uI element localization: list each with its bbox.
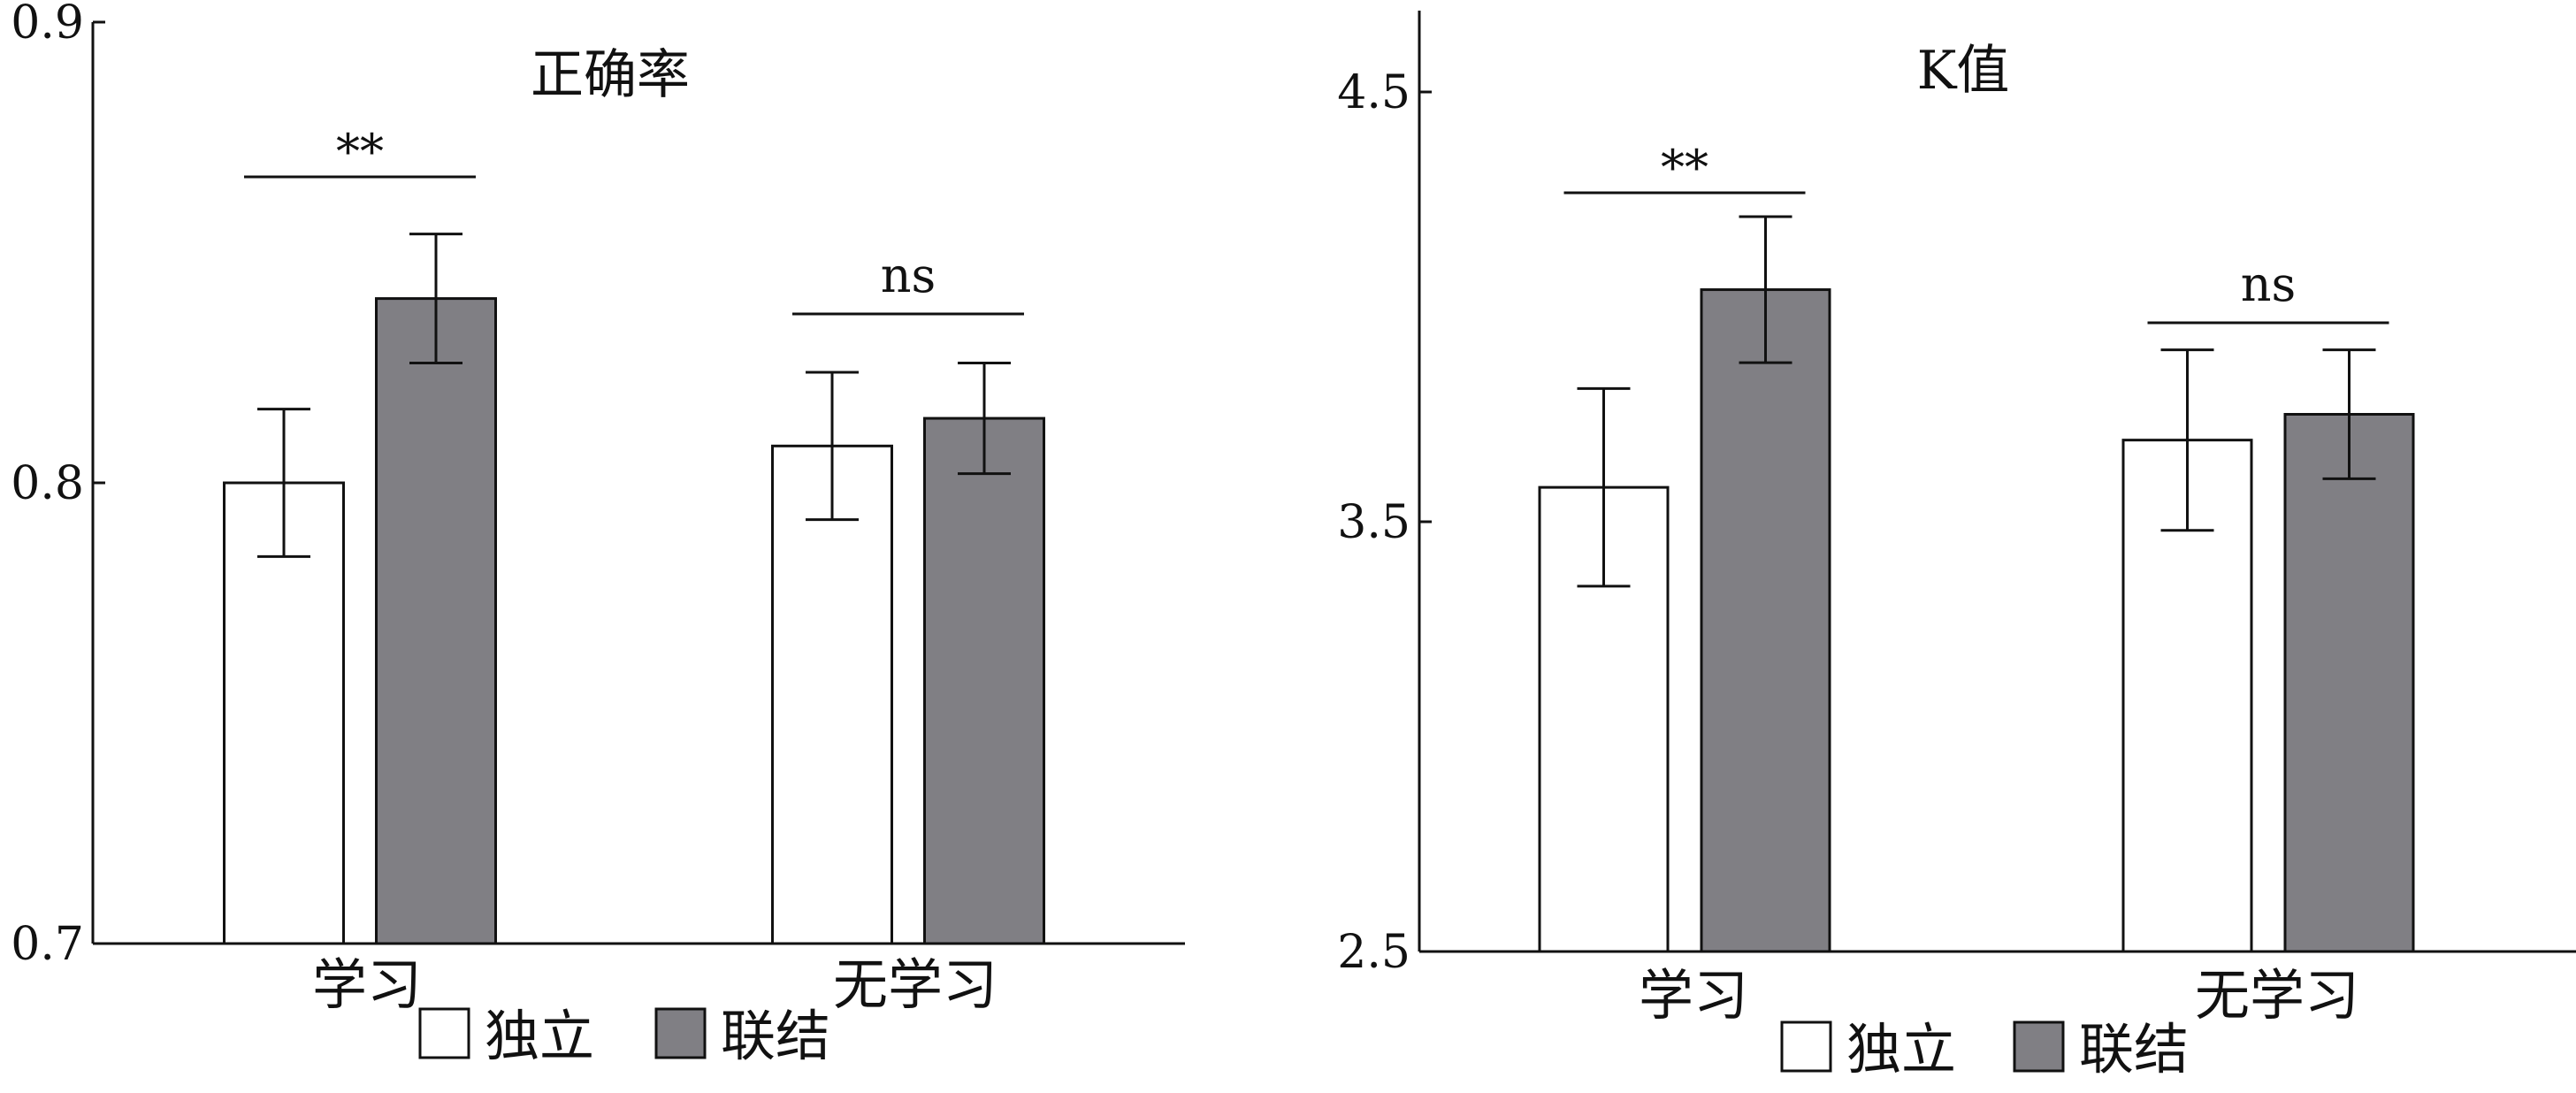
legend-label: 联结 xyxy=(2079,1017,2189,1082)
legend-label: 独立 xyxy=(1846,1017,1956,1082)
legend-swatch-linked xyxy=(654,1007,707,1059)
x-category-label: 无学习 xyxy=(2195,963,2359,1028)
y-tick-label: 0.8 xyxy=(11,457,84,510)
y-tick-label: 2.5 xyxy=(1337,926,1410,979)
legend-label: 独立 xyxy=(485,1004,594,1068)
x-category-label: 学习 xyxy=(312,952,422,1017)
legend: 独立 联结 xyxy=(418,1004,830,1068)
chart-title: 正确率 xyxy=(531,44,690,106)
bar-linked xyxy=(2283,413,2415,953)
bar-linked xyxy=(923,417,1045,945)
legend: 独立 联结 xyxy=(1780,1017,2189,1082)
significance-label: ** xyxy=(336,124,384,180)
x-category-label: 学习 xyxy=(1639,963,1748,1028)
bar-independent xyxy=(223,481,345,945)
bar-linked xyxy=(1700,288,1831,953)
y-tick-label: 0.9 xyxy=(11,0,84,50)
legend-swatch-linked xyxy=(2013,1020,2065,1073)
y-tick-label: 3.5 xyxy=(1337,496,1410,549)
significance-label: ns xyxy=(2241,256,2297,312)
bar-linked xyxy=(375,297,497,945)
significance-label: ns xyxy=(881,248,936,303)
legend-label: 联结 xyxy=(721,1004,830,1068)
chart-title: K值 xyxy=(1917,40,2010,102)
legend-swatch-independent xyxy=(418,1007,470,1059)
legend-swatch-independent xyxy=(1780,1020,1832,1073)
y-tick-label: 0.7 xyxy=(11,918,84,971)
x-category-label: 无学习 xyxy=(833,952,998,1017)
y-tick-label: 4.5 xyxy=(1337,66,1410,119)
significance-label: ** xyxy=(1661,140,1708,195)
